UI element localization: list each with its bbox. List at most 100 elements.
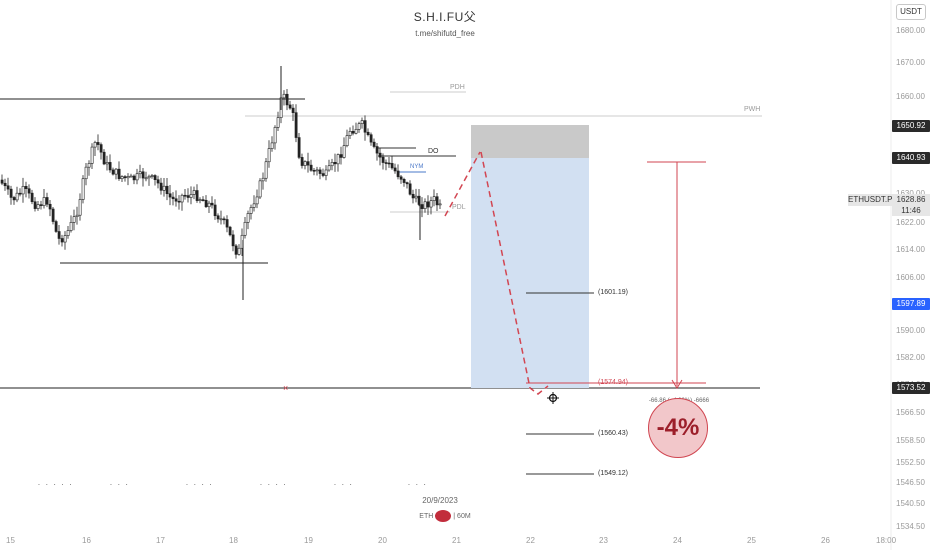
candle-body (237, 247, 241, 255)
symbol-prefix: ETH (419, 512, 434, 520)
candle (75, 206, 79, 225)
candle (429, 196, 433, 215)
currency-selector[interactable]: USDT (896, 4, 926, 20)
candle (195, 184, 199, 203)
candle (42, 189, 46, 209)
candle-body (423, 201, 427, 209)
candle (45, 192, 49, 208)
candle-body (63, 235, 67, 243)
candle-body (150, 175, 154, 177)
candle (222, 216, 226, 225)
candle (198, 197, 202, 204)
candle (360, 117, 364, 129)
candle-body (285, 93, 289, 106)
price-axis-tick: 1590.00 (896, 326, 925, 335)
candle-body (42, 197, 46, 206)
candle-body (24, 186, 28, 190)
ticker-price-badge: 1628.86 11:46 (892, 194, 930, 216)
candle-body (114, 168, 118, 175)
candle-body (30, 192, 34, 203)
candle-body (411, 193, 415, 199)
candle-body (198, 199, 202, 201)
candle-body (21, 186, 25, 195)
candle (111, 167, 115, 176)
session-dots-4: . . . . (260, 480, 288, 487)
candle-body (117, 168, 121, 180)
candle-body (384, 162, 388, 164)
candle-body (165, 185, 169, 195)
candle-body (390, 163, 394, 169)
target-level-2-label: (1560.43) (598, 430, 628, 437)
candle-body (3, 182, 7, 187)
candle-body (75, 214, 79, 218)
candle-body (381, 156, 385, 163)
candle (72, 209, 76, 231)
pwh-label: PWH (744, 106, 761, 113)
measure-arrow-head (671, 379, 683, 389)
candle (153, 174, 157, 186)
candle-body (375, 146, 379, 154)
candle (438, 199, 442, 209)
candle (267, 140, 271, 168)
candle-body (336, 154, 340, 165)
candle (282, 90, 286, 106)
candle (399, 174, 403, 184)
time-axis-tick: 16 (82, 536, 91, 545)
candle (294, 104, 298, 143)
candle-body (288, 104, 292, 109)
candle (123, 175, 127, 182)
candle (132, 174, 136, 185)
candle-body (171, 196, 175, 200)
candle (99, 142, 103, 160)
candle (108, 154, 112, 173)
symbol-watermark: ETH | 60M (400, 510, 490, 522)
candle-body (231, 234, 235, 247)
candle (141, 168, 145, 187)
candle-body (159, 182, 163, 191)
candle (102, 149, 106, 166)
candle-body (120, 176, 124, 180)
candle (12, 195, 16, 205)
time-axis-tick: 17 (156, 536, 165, 545)
candle-body (351, 131, 355, 134)
candle-body (213, 204, 217, 217)
candle-body (96, 142, 100, 145)
candle-body (168, 193, 172, 198)
candle-body (399, 176, 403, 180)
candle-body (135, 173, 139, 181)
candle-body (6, 185, 10, 190)
candle-body (222, 218, 226, 221)
candle (150, 173, 154, 179)
candle (414, 188, 418, 203)
candle-body (219, 218, 223, 221)
candle-body (258, 180, 262, 198)
candle (375, 143, 379, 161)
candle-body (414, 195, 418, 199)
candle-body (426, 201, 430, 208)
candle-body (360, 120, 364, 125)
candle-body (90, 146, 94, 164)
candle-body (72, 216, 76, 223)
candle-body (105, 162, 109, 165)
projection-up (444, 151, 481, 217)
candle-body (144, 177, 148, 180)
projection-down (480, 151, 549, 395)
candle-body (312, 170, 316, 172)
time-axis-tick: 18:00 (876, 536, 897, 545)
time-axis-tick: 26 (821, 536, 830, 545)
candle (60, 234, 64, 247)
candle (366, 128, 370, 137)
candle-body (147, 175, 151, 179)
candle (252, 195, 256, 212)
candle (342, 137, 346, 159)
candle-body (195, 190, 199, 201)
candle-body (420, 204, 424, 209)
ticker-countdown: 11:46 (901, 206, 921, 215)
candle-body (141, 171, 145, 179)
candle (201, 196, 205, 202)
candle (213, 199, 217, 220)
candle (180, 193, 184, 211)
candle (81, 175, 85, 204)
candlestick-series (0, 89, 442, 259)
